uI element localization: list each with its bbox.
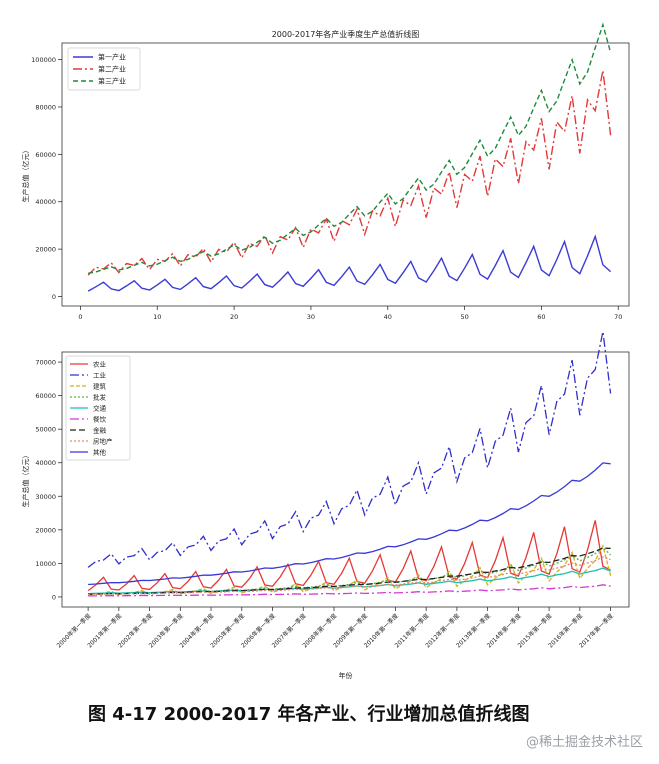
x-tick-label-1: 60 — [537, 313, 545, 321]
y-tick-label-2: 0 — [52, 593, 56, 601]
x-tick-label-1: 10 — [153, 313, 161, 321]
legend-label-1-2: 第三产业 — [98, 77, 126, 86]
y-tick-label-1: 80000 — [35, 103, 56, 111]
plot-frame-1 — [61, 42, 630, 307]
legend-label-2-3: 批发 — [93, 393, 107, 402]
y-tick-label-1: 40000 — [35, 198, 56, 206]
x-tick-label-1: 20 — [230, 313, 238, 321]
y-tick-label-2: 40000 — [35, 459, 56, 467]
legend-box-1 — [67, 47, 141, 91]
legend-box-2 — [65, 355, 131, 461]
legend-label-2-2: 建筑 — [93, 382, 107, 391]
legend-label-1-0: 第一产业 — [98, 53, 126, 62]
legend-label-2-0: 农业 — [93, 360, 107, 369]
legend-label-2-4: 交通 — [93, 404, 107, 413]
x-tick-label-1: 40 — [384, 313, 392, 321]
y-tick-label-1: 20000 — [35, 246, 56, 254]
y-tick-label-2: 60000 — [35, 392, 56, 400]
series-line-2-8 — [88, 462, 611, 586]
watermark: @稀土掘金技术社区 — [525, 735, 643, 750]
legend-label-2-7: 房地产 — [93, 437, 113, 446]
y-tick-label-2: 70000 — [35, 359, 56, 367]
chart-canvas: 2000-2017年各产业季度生产总值折线图生产总值（亿元）0200004000… — [21, 22, 630, 680]
y-tick-label-2: 20000 — [35, 526, 56, 534]
y-axis-label-1: 生产总值（亿元） — [21, 147, 30, 203]
x-tick-label-1: 50 — [460, 313, 468, 321]
series-line-2-6 — [88, 547, 611, 595]
y-tick-label-1: 60000 — [35, 151, 56, 159]
legend-label-1-1: 第二产业 — [98, 65, 126, 74]
y-tick-label-2: 30000 — [35, 493, 56, 501]
x-tick-label-1: 70 — [614, 313, 622, 321]
series-line-1-2 — [87, 22, 612, 274]
plot-frame-2 — [61, 351, 630, 608]
legend-label-2-1: 工业 — [93, 371, 107, 380]
figure-caption: 图 4-17 2000-2017 年各产业、行业增加总值折线图 — [88, 704, 530, 725]
y-tick-label-1: 0 — [52, 293, 56, 301]
x-axis-label-2: 年份 — [339, 671, 353, 680]
x-tick-label-1: 0 — [78, 313, 82, 321]
legend-label-2-8: 其他 — [93, 448, 107, 457]
series-line-1-1 — [87, 70, 612, 276]
series-line-2-0 — [87, 520, 611, 592]
y-axis-label-2: 生产总值（亿元） — [21, 452, 30, 508]
series-line-1-0 — [87, 234, 612, 292]
x-tick-label-1: 30 — [307, 313, 315, 321]
y-tick-label-1: 100000 — [31, 56, 56, 64]
y-tick-label-2: 10000 — [35, 560, 56, 568]
y-tick-label-2: 50000 — [35, 426, 56, 434]
chart-title-1: 2000-2017年各产业季度生产总值折线图 — [272, 29, 420, 39]
series-line-2-7 — [88, 556, 611, 596]
legend-label-2-6: 金融 — [93, 426, 107, 435]
legend-label-2-5: 餐饮 — [93, 415, 107, 424]
series-line-2-5 — [88, 584, 611, 597]
series-line-2-1 — [87, 331, 612, 568]
